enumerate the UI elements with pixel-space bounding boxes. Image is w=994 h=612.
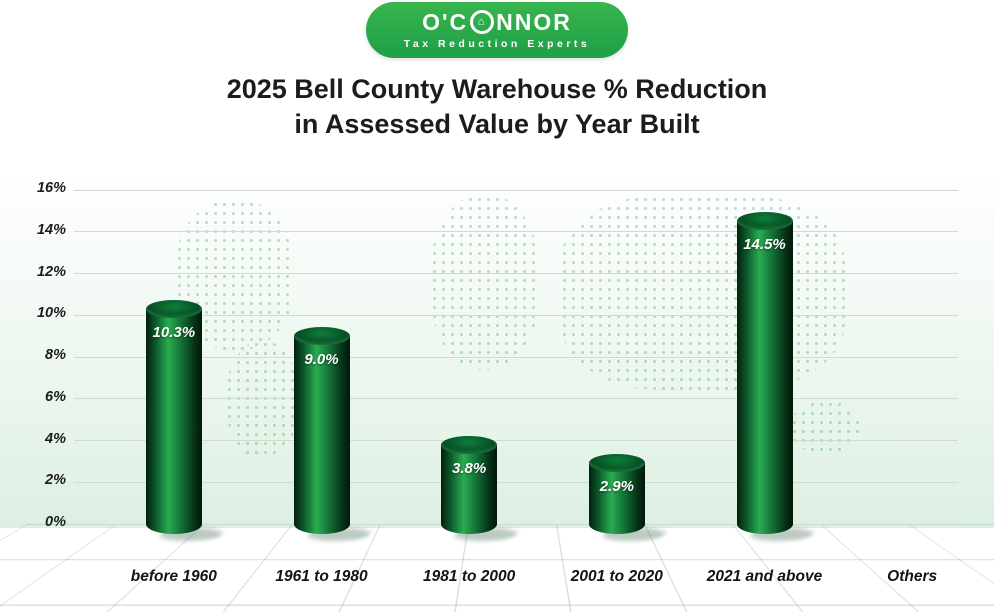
bar-value-label: 14.5%: [743, 236, 786, 254]
bar-value-label: 9.0%: [304, 351, 339, 369]
bar-value-label: 2.9%: [599, 478, 634, 496]
gridline: [74, 481, 958, 483]
oconnor-logo: O'C ⌂ NNOR Tax Reduction Experts: [366, 2, 628, 58]
bar-value-label: 10.3%: [152, 323, 196, 341]
y-axis-label: 8%: [45, 347, 66, 363]
x-axis-label: Others: [887, 568, 938, 585]
x-axis-label: 1981 to 2000: [423, 568, 516, 585]
bar-top-ellipse: [441, 435, 498, 454]
gridline: [74, 189, 958, 191]
bar-1981-to-2000: 3.8%: [441, 435, 498, 534]
y-axis-label: 14%: [36, 221, 66, 238]
bar-before-1960: 10.3%: [145, 299, 202, 534]
world-map-dots: [430, 195, 540, 370]
bar-2021-and-above: 14.5%: [736, 212, 793, 534]
y-axis-label: 6%: [45, 388, 66, 405]
gridline: [74, 440, 958, 441]
y-axis-label: 4%: [45, 430, 66, 447]
x-axis-label: 1961 to 1980: [275, 568, 368, 585]
world-map-dots: [225, 340, 300, 460]
house-icon: ⌂: [470, 10, 495, 34]
gridline: [74, 356, 958, 358]
logo-text-suffix: NNOR: [496, 8, 572, 35]
gridline: [74, 523, 958, 525]
chart-title-line2: in Assessed Value by Year Built: [294, 109, 700, 140]
logo-tagline: Tax Reduction Experts: [403, 38, 591, 50]
bar-top-ellipse: [145, 299, 202, 318]
bar-value-label: 3.8%: [452, 459, 487, 477]
logo-text-prefix: O'C: [422, 8, 469, 35]
bar-top-ellipse: [293, 327, 350, 346]
y-axis-label: 10%: [36, 305, 66, 322]
y-axis-label: 0%: [45, 514, 66, 530]
y-axis-label: 16%: [36, 180, 66, 196]
gridline: [74, 314, 958, 316]
bar-2001-to-2020: 2.9%: [588, 454, 645, 534]
chart-title: 2025 Bell County Warehouse % Reduction i…: [0, 72, 994, 142]
y-axis-label: 2%: [45, 472, 66, 489]
world-map-dots: [790, 400, 860, 455]
y-axis-label: 12%: [36, 263, 66, 280]
bar-1961-to-1980: 9.0%: [293, 327, 350, 534]
house-glyph: ⌂: [477, 15, 487, 28]
x-axis-label: 2001 to 2020: [570, 568, 663, 585]
gridline: [74, 273, 958, 274]
gridline: [74, 398, 958, 400]
bar-top-ellipse: [588, 454, 645, 473]
x-axis-label: 2021 and above: [706, 568, 823, 585]
world-map-dots: [560, 195, 845, 390]
logo-wordmark: O'C ⌂ NNOR: [422, 10, 572, 34]
gridline: [74, 231, 958, 233]
bar-top-ellipse: [736, 212, 793, 231]
chart-title-line1: 2025 Bell County Warehouse % Reduction: [226, 74, 768, 104]
x-axis-label: before 1960: [130, 568, 217, 585]
